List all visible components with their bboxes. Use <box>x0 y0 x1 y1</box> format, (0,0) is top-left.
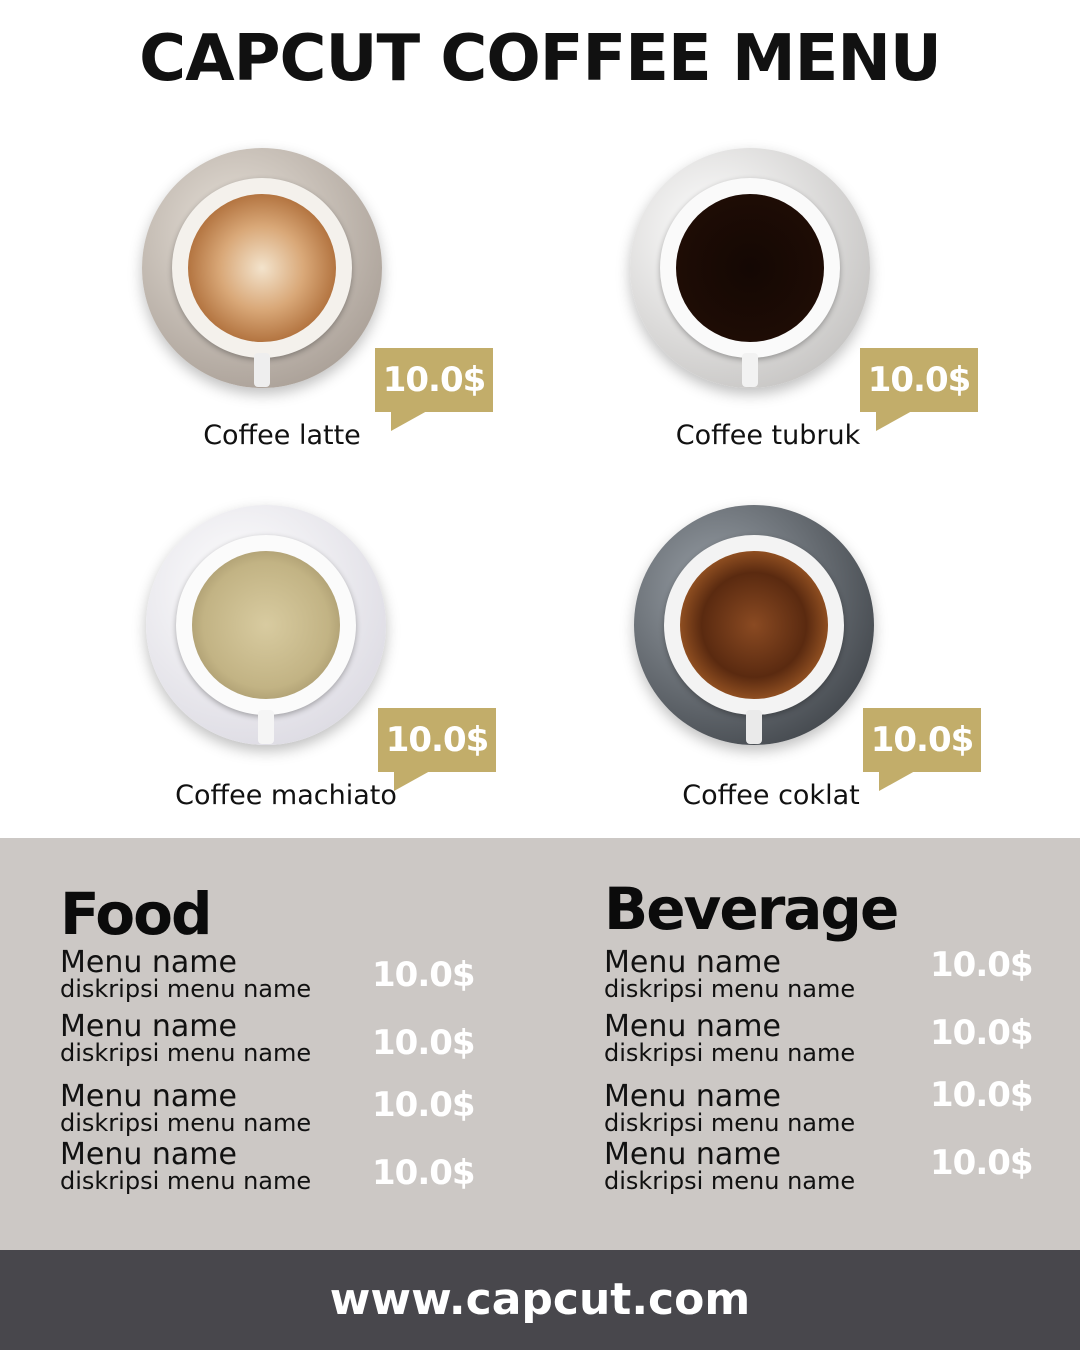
coffee-name: Coffee latte <box>203 420 361 451</box>
footer-url[interactable]: www.capcut.com <box>0 1250 1080 1350</box>
food-heading: Food <box>60 880 212 948</box>
coffee-coklat-image <box>634 505 874 745</box>
menu-item-description: diskripsi menu name <box>604 1039 856 1067</box>
menu-item-description: diskripsi menu name <box>60 1109 312 1137</box>
coffee-machiato-image <box>146 505 386 745</box>
menu-item-description: diskripsi menu name <box>604 1167 856 1195</box>
menu-item-description: diskripsi menu name <box>60 975 312 1003</box>
menu-item-name: Menu name <box>604 1137 781 1172</box>
price-tag: 10.0$ <box>863 708 981 791</box>
menu-panel <box>0 838 1080 1250</box>
menu-item-price: 10.0$ <box>930 1013 1034 1053</box>
price-tag: 10.0$ <box>860 348 978 431</box>
beverage-heading: Beverage <box>604 875 899 943</box>
menu-item-description: diskripsi menu name <box>604 975 856 1003</box>
menu-item-name: Menu name <box>60 1009 237 1044</box>
menu-item-description: diskripsi menu name <box>604 1109 856 1137</box>
price-tag: 10.0$ <box>378 708 496 791</box>
menu-item-name: Menu name <box>60 1137 237 1172</box>
menu-item-price: 10.0$ <box>930 945 1034 985</box>
coffee-name: Coffee machiato <box>175 780 397 811</box>
menu-item-price: 10.0$ <box>372 955 476 995</box>
menu-item-description: diskripsi menu name <box>60 1039 312 1067</box>
menu-item-price: 10.0$ <box>372 1153 476 1193</box>
coffee-name: Coffee tubruk <box>675 420 861 451</box>
menu-title: CAPCUT COFFEE MENU <box>139 22 942 96</box>
menu-item-name: Menu name <box>60 1079 237 1114</box>
menu-item-price: 10.0$ <box>930 1075 1034 1115</box>
menu-item-name: Menu name <box>604 1009 781 1044</box>
coffee-name: Coffee coklat <box>682 780 860 811</box>
menu-item-description: diskripsi menu name <box>60 1167 312 1195</box>
coffee-tubruk-image <box>630 148 870 388</box>
menu-item-price: 10.0$ <box>930 1143 1034 1183</box>
menu-item-price: 10.0$ <box>372 1023 476 1063</box>
menu-item-name: Menu name <box>604 945 781 980</box>
coffee-latte-image <box>142 148 382 388</box>
menu-item-price: 10.0$ <box>372 1085 476 1125</box>
price-tag: 10.0$ <box>375 348 493 431</box>
menu-item-name: Menu name <box>604 1079 781 1114</box>
menu-item-name: Menu name <box>60 945 237 980</box>
